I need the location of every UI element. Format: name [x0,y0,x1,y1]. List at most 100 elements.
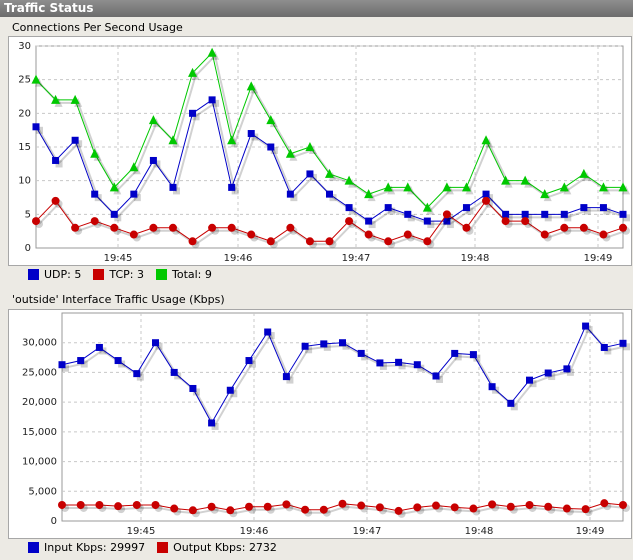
y-tick-label: 25,000 [22,367,57,378]
data-point-total [109,182,119,192]
data-point-tcp [579,223,588,232]
data-point-udp [599,204,607,212]
data-point-total [246,81,256,91]
data-point-udp [91,190,99,198]
y-tick-label: 10 [18,176,31,187]
data-point-output-kbps [488,500,497,509]
data-point-input-kbps [432,372,440,380]
legend-output-label: Output Kbps: [173,541,246,554]
data-point-input-kbps [451,349,459,357]
data-point-udp [619,210,627,218]
data-point-tcp [501,217,510,226]
data-point-input-kbps [264,328,272,336]
data-point-total [31,74,41,84]
data-point-input-kbps [339,339,346,347]
data-point-tcp [325,237,334,246]
data-point-udp [130,190,138,198]
data-point-input-kbps [544,369,552,377]
data-point-input-kbps [208,419,216,427]
data-point-udp [189,109,197,117]
data-point-tcp [149,223,158,232]
connections-panel-title: Connections Per Second Usage [12,21,183,34]
data-point-input-kbps [245,357,253,365]
y-tick-label: 20 [18,108,31,119]
data-point-tcp [305,237,314,246]
data-point-tcp [168,223,177,232]
data-point-output-kbps [319,505,328,514]
data-point-output-kbps [562,504,571,513]
data-point-udp [228,183,236,191]
x-tick-label: 19:49 [576,526,605,537]
data-point-input-kbps [170,368,178,376]
data-point-tcp [560,223,569,232]
data-point-udp [462,204,470,212]
data-point-total [51,94,61,104]
data-point-input-kbps [114,357,122,365]
legend-tcp: TCP: 3 [93,268,144,281]
series-shadow-output-kbps [65,505,627,515]
data-point-output-kbps [525,500,534,509]
connections-chart: 0 5 10 15 20 25 30 19:45 19:46 19:47 19:48 19:49 [18,41,630,264]
x-tick-label: 19:45 [127,526,156,537]
marker-shadow [454,353,462,361]
data-point-tcp [403,230,412,239]
data-point-total [266,115,276,125]
marker-shadow [55,160,63,168]
data-point-tcp [71,223,80,232]
data-point-udp [560,210,568,218]
marker-shadow [342,342,350,350]
traffic-panel-title: 'outside' Interface Traffic Usage (Kbps) [12,293,225,306]
marker-shadow [323,343,331,351]
data-point-total [227,135,237,145]
data-point-udp [365,217,373,225]
data-point-output-kbps [95,500,104,509]
data-point-udp [247,130,255,138]
legend-total-label: Total: [171,268,202,281]
x-tick-label: 19:46 [224,253,253,264]
data-point-total [422,202,432,212]
data-point-total [501,175,511,185]
data-point-output-kbps [301,505,310,514]
marker-shadow [267,332,275,340]
data-point-total [598,182,608,192]
y-tick-label: 5,000 [28,486,57,497]
data-point-udp [52,156,60,164]
marker-shadow [192,388,200,396]
traffic-chart: 0 5,000 10,000 15,000 20,000 25,000 30,000 19:4… [22,312,630,537]
y-tick-label: 0 [25,243,31,254]
data-point-total [540,189,550,199]
marker-shadow [492,386,500,394]
data-point-input-kbps [77,357,85,365]
data-point-output-kbps [76,500,85,509]
legend-total-swatch [155,269,167,280]
data-point-tcp [266,237,275,246]
marker-shadow [529,380,537,388]
y-tick-label: 30 [18,41,31,52]
legend-tcp-label: TCP: [109,268,134,281]
data-point-output-kbps [394,506,403,515]
data-point-input-kbps [95,343,103,351]
data-point-input-kbps [282,373,290,381]
data-point-total [618,182,628,192]
legend-input-swatch [28,542,39,553]
legend-output-kbps: Output Kbps: 2732 [157,541,277,554]
data-point-udp [502,210,510,218]
data-point-tcp [423,237,432,246]
traffic-legend: Input Kbps: 29997 Output Kbps: 2732 [28,541,289,554]
y-tick-label: 10,000 [22,457,57,468]
data-point-udp [541,210,549,218]
legend-output-value: 2732 [248,541,277,554]
data-point-output-kbps [432,501,440,510]
data-point-input-kbps [413,361,421,369]
y-tick-label: 5 [25,209,31,220]
data-point-tcp [384,237,393,246]
data-point-udp [326,190,333,198]
data-point-output-kbps [619,500,627,509]
legend-udp-value: 5 [74,268,82,281]
data-point-input-kbps [600,343,608,351]
data-point-udp [208,96,216,104]
data-point-output-kbps [544,502,553,511]
legend-total: Total: 9 [155,268,212,281]
data-point-total [481,135,491,145]
data-point-output-kbps [263,502,272,511]
